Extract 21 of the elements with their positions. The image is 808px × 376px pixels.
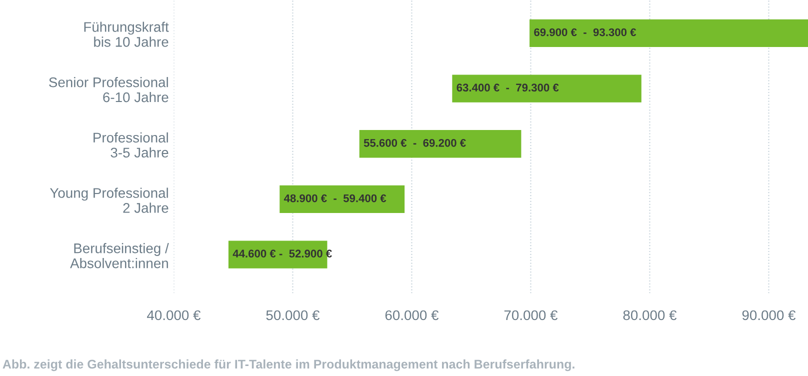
annotation: 48.900 € - 59.400 € — [284, 194, 386, 202]
x-tick-label: 50.000 € — [266, 310, 320, 320]
bar — [359, 130, 522, 158]
bar — [530, 19, 808, 48]
x-tick-label: 40.000 € — [147, 310, 201, 320]
x-tick-label: 70.000 € — [504, 310, 558, 320]
x-tick-label: 90.000 € — [742, 310, 796, 320]
x-tick-label: 80.000 € — [623, 310, 677, 320]
bar — [228, 240, 328, 268]
y-tick-label: Young Professional 2 Jahre — [50, 188, 168, 213]
x-tick-label: 60.000 € — [385, 310, 439, 320]
bar — [280, 185, 405, 214]
y-tick-label: Berufseinstieg / Absolvent:innen — [70, 243, 169, 268]
annotation: 55.600 € - 69.200 € — [364, 138, 466, 147]
annotation: 63.400 € - 79.300 € — [456, 84, 559, 92]
y-tick-label: Führungskraft bis 10 Jahre — [84, 22, 169, 47]
y-tick-label: Professional 3-5 Jahre — [94, 132, 168, 158]
bar — [452, 74, 642, 102]
text: Abb. zeigt die Gehaltsunterschiede für IT-Talente im Produktmanagement nach Berufserfahrung. — [2, 359, 574, 372]
annotation: 69.900 € - 93.300 € — [534, 28, 636, 36]
y-tick-label: Senior Professional 6-10 Jahre — [49, 77, 168, 102]
